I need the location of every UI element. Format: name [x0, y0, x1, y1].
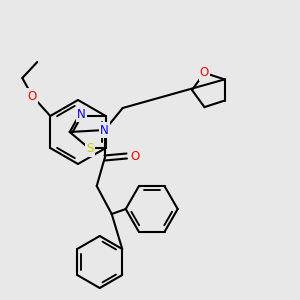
Text: O: O [200, 66, 209, 80]
Text: O: O [28, 89, 37, 103]
Text: N: N [77, 107, 86, 121]
Text: N: N [100, 124, 109, 136]
Text: O: O [130, 149, 139, 163]
Text: S: S [86, 142, 93, 155]
